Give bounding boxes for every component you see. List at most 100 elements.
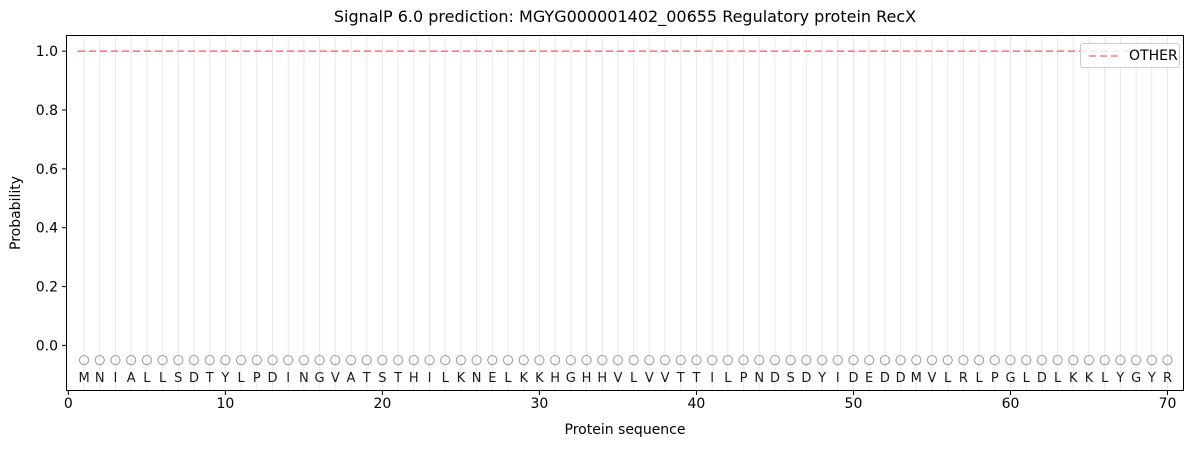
y-tick-label: 0.4 <box>36 221 58 237</box>
residue-letter: N <box>472 371 482 386</box>
residue-letter: T <box>362 371 371 386</box>
residue-letter: D <box>770 371 780 386</box>
y-tick-label: 0.6 <box>36 162 58 178</box>
residue-letter: L <box>504 371 512 386</box>
residue-letter: I <box>836 371 840 386</box>
residue-letter: G <box>315 371 325 386</box>
y-tick-label: 0.0 <box>36 338 58 354</box>
residue-marker-circle <box>973 354 985 366</box>
residue-letter: A <box>127 371 136 386</box>
residue-marker-circle <box>911 354 922 366</box>
residue-letter: V <box>613 371 622 386</box>
residue-marker-circle <box>440 354 451 366</box>
residue-letter: H <box>550 371 560 386</box>
residue-letter: Y <box>817 371 826 386</box>
residue-marker-circle <box>879 354 891 366</box>
residue-marker-circle <box>392 354 404 366</box>
residue-letter: S <box>174 371 182 386</box>
residue-marker-circle <box>754 354 765 366</box>
residue-letter: T <box>676 371 685 386</box>
residue-marker-circle <box>816 354 828 366</box>
residue-letter: G <box>1131 371 1141 386</box>
residue-letter: E <box>865 371 873 386</box>
chart-title: SignalP 6.0 prediction: MGYG000001402_00… <box>333 7 917 26</box>
residue-marker-circle <box>769 354 781 366</box>
residue-letter: P <box>740 371 748 386</box>
residue-marker-circle <box>1130 354 1142 366</box>
legend-other-line-sample <box>1089 54 1119 57</box>
residue-letter: L <box>724 371 732 386</box>
residue-marker-circle <box>534 354 545 366</box>
residue-marker-circle <box>330 354 341 366</box>
residue-marker-circle <box>612 354 624 366</box>
residue-letter: L <box>159 371 167 386</box>
residue-letter: K <box>1085 371 1094 386</box>
residue-marker-circle <box>361 354 372 366</box>
residue-letter: G <box>1005 371 1015 386</box>
residue-marker-circle <box>1021 354 1032 366</box>
residue-marker-circle <box>989 354 1000 366</box>
residue-marker-circle <box>518 354 529 366</box>
residue-letter: D <box>801 371 811 386</box>
residue-marker-circle <box>94 354 105 366</box>
residue-marker-circle <box>502 354 514 366</box>
residue-marker-circle <box>157 354 168 366</box>
residue-letter: M <box>78 371 89 386</box>
residue-marker-circle <box>377 354 388 366</box>
residue-letter: K <box>1069 371 1078 386</box>
residue-marker-circle <box>471 354 482 366</box>
residue-letter: S <box>378 371 386 386</box>
residue-letter: L <box>1054 371 1062 386</box>
residue-marker-circle <box>1146 354 1157 366</box>
residue-letter: K <box>457 371 466 386</box>
residue-letter: D <box>880 371 890 386</box>
residue-letter: D <box>189 371 199 386</box>
residue-marker-circle <box>864 354 875 366</box>
residue-letter: V <box>645 371 654 386</box>
residue-marker-circle <box>298 354 310 366</box>
residue-marker-circle <box>785 354 796 366</box>
residue-letter: L <box>1023 371 1031 386</box>
residue-letter: I <box>114 371 118 386</box>
residue-letter: L <box>975 371 983 386</box>
x-axis-label: Protein sequence <box>564 422 686 438</box>
residue-marker-circle <box>597 354 608 366</box>
residue-marker-circle <box>314 354 325 366</box>
residue-letter: N <box>754 371 764 386</box>
residue-letter: L <box>944 371 952 386</box>
residue-marker-circle <box>801 354 812 366</box>
residue-marker-circle <box>1162 354 1173 366</box>
residue-marker-circle <box>188 354 200 366</box>
residue-letter: H <box>597 371 607 386</box>
residue-marker-circle <box>549 354 561 366</box>
residue-letter: I <box>710 371 714 386</box>
y-tick-label: 0.2 <box>36 280 58 296</box>
x-tick-label: 70 <box>1159 396 1177 412</box>
residue-letter: L <box>237 371 245 386</box>
residue-letter: R <box>959 371 968 386</box>
residue-marker-circle <box>644 354 655 366</box>
residue-marker-circle <box>706 354 718 366</box>
residue-letter: L <box>630 371 638 386</box>
residue-letter: I <box>428 371 432 386</box>
residue-marker-circle <box>455 354 467 366</box>
residue-letter: V <box>331 371 340 386</box>
residue-letter: N <box>95 371 105 386</box>
residue-marker-circle <box>424 354 435 366</box>
residue-letter: L <box>143 371 151 386</box>
y-tick-label: 0.8 <box>36 103 58 119</box>
residue-marker-circle <box>235 354 247 366</box>
residue-letter: S <box>787 371 795 386</box>
residue-marker-circle <box>848 354 859 366</box>
residue-marker-circle <box>220 354 231 366</box>
residue-letter: P <box>991 371 999 386</box>
residue-marker-circle <box>408 354 419 366</box>
x-tick-label: 60 <box>1002 396 1020 412</box>
residue-marker-circle <box>628 354 639 366</box>
residue-letter: A <box>347 371 356 386</box>
residue-letter: N <box>299 371 309 386</box>
x-tick-label: 50 <box>845 396 863 412</box>
residue-marker-circle <box>659 354 671 366</box>
residue-letter: R <box>1163 371 1172 386</box>
